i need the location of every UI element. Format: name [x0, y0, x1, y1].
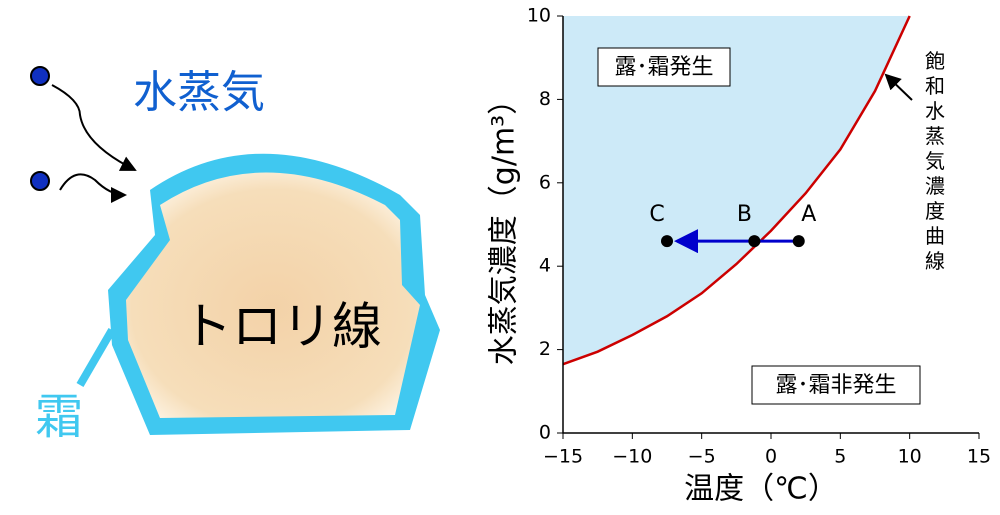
vapor-arrow	[59, 173, 127, 203]
x-tick-label: −5	[688, 446, 716, 468]
y-tick-label: 2	[539, 338, 551, 360]
state-point	[748, 235, 761, 248]
y-axis-label: 水蒸気濃度（g/m³）	[487, 85, 522, 365]
x-tick-label: −15	[543, 446, 583, 468]
curve-label: 飽和水蒸気濃度曲線	[925, 49, 945, 273]
region-label: 露･霜発生	[614, 55, 713, 80]
region-box	[597, 47, 731, 87]
curve-label-char: 線	[925, 249, 945, 273]
vapor-dot	[30, 171, 50, 191]
dew-region	[563, 16, 910, 365]
x-tick-label: 15	[967, 446, 991, 468]
x-tick-label: 0	[765, 446, 777, 468]
wire-diagram: 水蒸気 トロリ線 霜	[30, 66, 440, 445]
curve-label-char: 蒸	[925, 124, 945, 148]
vapor-dot	[30, 66, 50, 86]
curve-label-char: 濃	[925, 174, 945, 198]
wire-label: トロリ線	[182, 298, 382, 356]
chart: −15 −10 −5 0 5 10 15 0 2 4 6 8 10 温度（℃） 水蒸気濃度（g/m³） 露･霜…	[487, 5, 992, 507]
x-tick-label: −10	[612, 446, 652, 468]
wire-body	[126, 172, 420, 418]
curve-label-char: 曲	[925, 224, 945, 248]
state-point	[661, 235, 673, 248]
frost-pointer	[76, 327, 116, 388]
frost-label: 霜	[35, 389, 83, 445]
vapor-label: 水蒸気	[133, 67, 265, 118]
y-tick-label: 0	[539, 422, 551, 444]
vapor-arrow	[51, 84, 137, 171]
y-tick-label: 4	[539, 255, 551, 277]
point-label: A	[801, 202, 816, 227]
x-axis-label: 温度（℃）	[684, 472, 838, 507]
saturation-curve	[562, 15, 911, 366]
curve-label-char: 飽	[925, 49, 945, 73]
state-point	[792, 235, 805, 248]
region-label: 露･霜非発生	[775, 373, 896, 398]
curve-label-char: 和	[925, 74, 945, 98]
y-tick-label: 10	[527, 5, 551, 27]
point-label: B	[737, 202, 752, 227]
region-box	[751, 365, 921, 405]
x-tick-label: 10	[898, 446, 922, 468]
curve-pointer	[884, 73, 913, 101]
y-tick-label: 8	[539, 88, 551, 110]
point-label: C	[649, 202, 664, 227]
x-tick-label: 5	[834, 446, 846, 468]
y-tick-label: 6	[539, 171, 551, 193]
curve-label-char: 水	[925, 99, 945, 123]
curve-label-char: 度	[925, 199, 945, 223]
curve-label-char: 気	[925, 149, 945, 173]
